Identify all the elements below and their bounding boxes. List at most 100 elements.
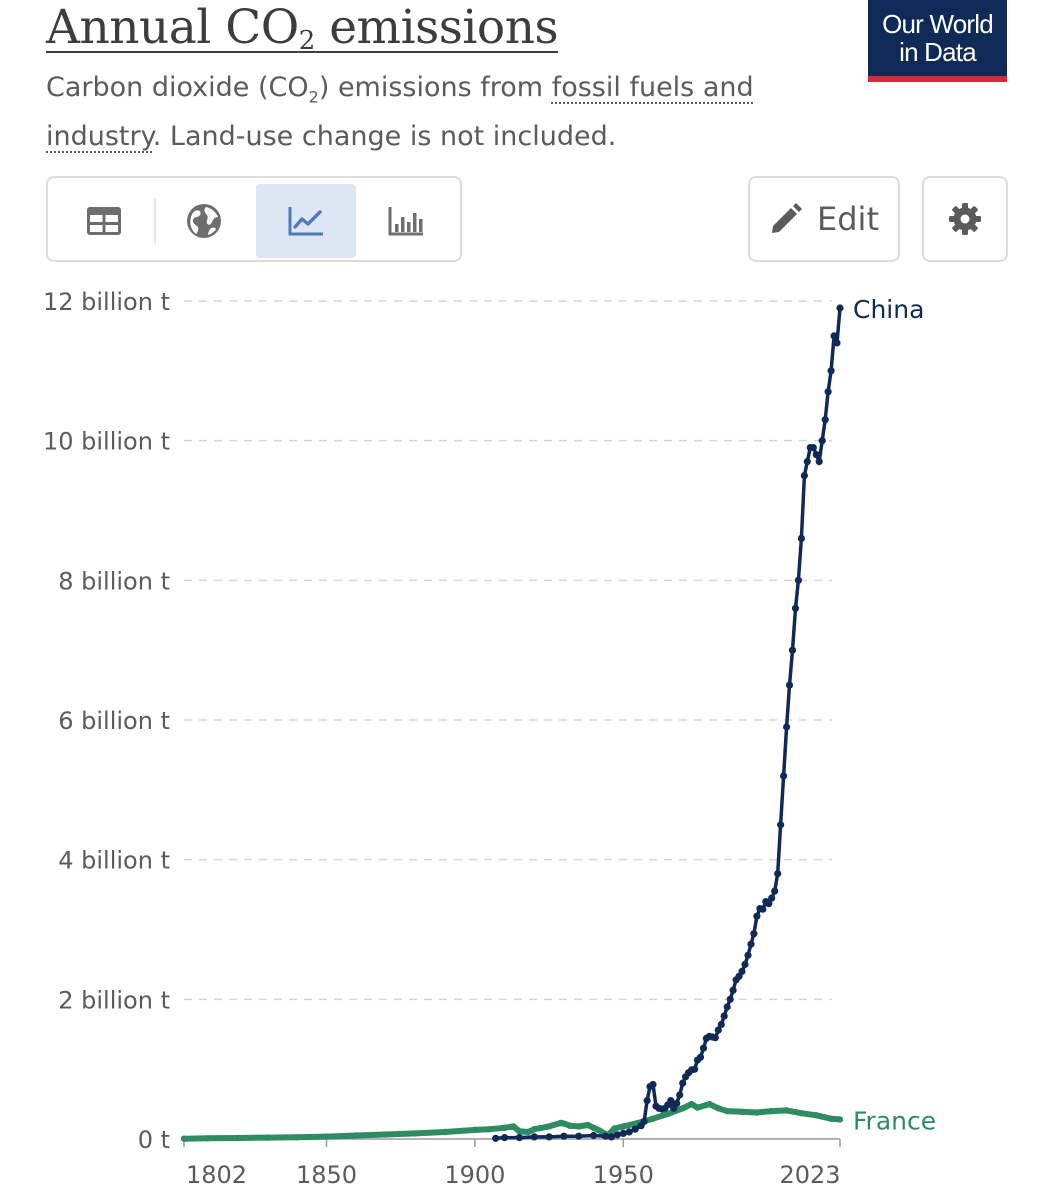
x-tick-label: 1950 bbox=[593, 1161, 654, 1189]
data-point-china bbox=[714, 1026, 722, 1034]
data-point-china bbox=[649, 1080, 657, 1089]
tab-bars[interactable] bbox=[356, 184, 456, 258]
data-point-france bbox=[293, 1134, 300, 1141]
tab-chart[interactable] bbox=[256, 184, 356, 258]
data-point-china bbox=[771, 887, 779, 895]
data-point-china bbox=[723, 1003, 731, 1011]
data-point-china bbox=[676, 1091, 684, 1099]
data-point-china bbox=[818, 437, 826, 445]
data-point-france bbox=[706, 1100, 713, 1108]
data-point-china bbox=[667, 1097, 675, 1105]
tab-map[interactable] bbox=[154, 184, 254, 258]
data-point-china bbox=[833, 339, 841, 347]
data-point-china bbox=[691, 1065, 699, 1073]
fossil-fuels-link[interactable]: fossil fuels and industry bbox=[46, 72, 754, 153]
data-point-france bbox=[688, 1100, 695, 1108]
data-point-china bbox=[631, 1125, 639, 1133]
data-point-china bbox=[560, 1132, 568, 1140]
data-point-china bbox=[774, 870, 782, 878]
data-point-china bbox=[530, 1133, 538, 1141]
data-point-china bbox=[765, 900, 773, 908]
subtitle-subscript: 2 bbox=[308, 87, 319, 107]
globe-icon bbox=[187, 204, 221, 238]
data-point-france bbox=[471, 1126, 479, 1134]
data-point-china bbox=[812, 451, 820, 459]
owid-logo[interactable]: Our World in Data bbox=[868, 0, 1007, 82]
data-point-france bbox=[180, 1135, 188, 1142]
data-point-china bbox=[711, 1034, 719, 1042]
data-point-france bbox=[412, 1130, 419, 1137]
data-point-china bbox=[613, 1131, 622, 1139]
data-point-france bbox=[596, 1127, 603, 1134]
data-point-china bbox=[800, 472, 809, 480]
data-point-china bbox=[759, 905, 767, 913]
data-point-china bbox=[827, 367, 835, 375]
data-point-china bbox=[607, 1133, 616, 1141]
data-point-france bbox=[575, 1123, 582, 1130]
data-point-china bbox=[673, 1099, 681, 1107]
view-tabs bbox=[46, 176, 462, 262]
logo-line-1: Our World bbox=[882, 9, 994, 39]
subtitle-prefix: Carbon dioxide (CO bbox=[46, 72, 309, 103]
data-point-china bbox=[726, 995, 734, 1003]
y-tick-label: 12 billion t bbox=[43, 288, 170, 316]
data-point-china bbox=[815, 458, 823, 466]
data-point-france bbox=[204, 1135, 211, 1142]
data-point-france bbox=[724, 1107, 731, 1115]
series-china bbox=[492, 304, 844, 1142]
data-point-china bbox=[750, 930, 758, 938]
data-point-china bbox=[729, 986, 737, 994]
data-point-france bbox=[234, 1134, 241, 1142]
data-point-france bbox=[715, 1105, 722, 1112]
tab-table[interactable] bbox=[54, 184, 154, 258]
series-france bbox=[180, 1100, 844, 1142]
data-point-china bbox=[699, 1044, 708, 1052]
data-point-france bbox=[516, 1128, 523, 1135]
y-tick-label: 4 billion t bbox=[58, 847, 170, 875]
data-point-france bbox=[649, 1115, 657, 1122]
data-point-france bbox=[798, 1110, 805, 1117]
data-point-china bbox=[780, 772, 788, 780]
edit-button-label: Edit bbox=[817, 200, 879, 238]
settings-button[interactable] bbox=[922, 176, 1008, 262]
data-point-china bbox=[824, 388, 832, 396]
data-point-china bbox=[601, 1132, 610, 1140]
chart-subtitle: Carbon dioxide (CO2) emissions from foss… bbox=[46, 68, 836, 157]
data-point-france bbox=[545, 1123, 553, 1130]
data-point-china bbox=[836, 304, 844, 312]
data-point-france bbox=[566, 1122, 574, 1129]
data-point-france bbox=[590, 1124, 597, 1131]
data-point-france bbox=[836, 1116, 844, 1123]
title-suffix: emissions bbox=[314, 0, 559, 55]
data-point-china bbox=[809, 444, 817, 452]
edit-button[interactable]: Edit bbox=[748, 176, 900, 262]
y-tick-label: 6 billion t bbox=[58, 707, 170, 735]
subtitle-suffix: . Land-use change is not included. bbox=[152, 121, 617, 153]
data-point-china bbox=[777, 821, 785, 829]
data-point-france bbox=[584, 1121, 591, 1129]
data-point-france bbox=[560, 1120, 568, 1127]
data-point-france bbox=[486, 1126, 493, 1133]
data-point-china bbox=[797, 534, 806, 542]
data-point-china bbox=[640, 1117, 648, 1126]
data-point-china bbox=[696, 1053, 705, 1061]
series-lines bbox=[180, 304, 844, 1142]
data-point-china bbox=[643, 1097, 651, 1105]
data-point-china bbox=[679, 1079, 687, 1087]
gear-icon bbox=[949, 203, 981, 235]
data-point-france bbox=[620, 1123, 627, 1130]
data-point-france bbox=[664, 1110, 671, 1118]
data-point-china bbox=[830, 332, 838, 340]
data-point-france bbox=[813, 1112, 820, 1119]
title-prefix: Annual CO bbox=[46, 0, 299, 55]
data-point-france bbox=[501, 1124, 508, 1131]
subtitle-mid: ) emissions from bbox=[318, 72, 552, 103]
data-point-china bbox=[747, 940, 755, 948]
series-line-china bbox=[493, 306, 842, 1141]
data-point-china bbox=[738, 967, 746, 976]
data-point-france bbox=[525, 1128, 532, 1136]
table-icon bbox=[87, 207, 121, 235]
line-chart-icon bbox=[288, 207, 323, 236]
data-point-france bbox=[768, 1107, 775, 1115]
data-point-france bbox=[783, 1107, 790, 1114]
